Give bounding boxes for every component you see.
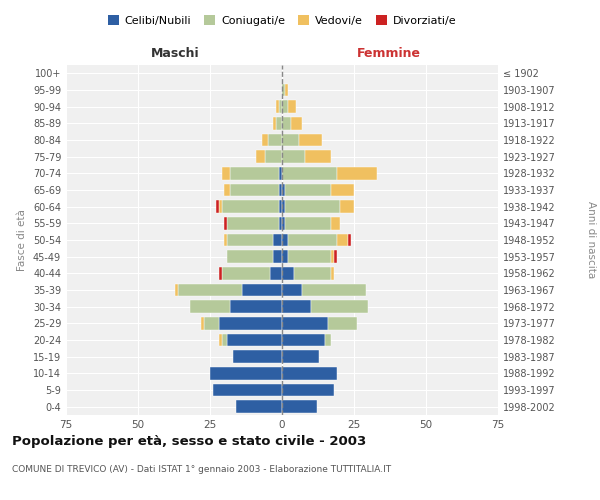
- Bar: [276, 117, 282, 130]
- Text: Anni di nascita: Anni di nascita: [586, 202, 596, 278]
- Bar: [221, 267, 271, 280]
- Bar: [279, 184, 282, 196]
- Bar: [230, 300, 282, 313]
- Bar: [279, 200, 282, 213]
- Bar: [348, 234, 351, 246]
- Bar: [288, 234, 337, 246]
- Bar: [282, 317, 328, 330]
- Bar: [282, 167, 337, 179]
- Bar: [230, 184, 279, 196]
- Bar: [202, 317, 204, 330]
- Bar: [178, 284, 242, 296]
- Bar: [311, 300, 368, 313]
- Bar: [285, 84, 288, 96]
- Bar: [276, 100, 279, 113]
- Bar: [282, 100, 288, 113]
- Bar: [268, 134, 282, 146]
- Bar: [331, 250, 334, 263]
- Bar: [210, 367, 282, 380]
- Bar: [175, 284, 178, 296]
- Bar: [334, 250, 337, 263]
- Bar: [282, 334, 325, 346]
- Bar: [274, 117, 276, 130]
- Bar: [274, 250, 282, 263]
- Bar: [340, 200, 354, 213]
- Bar: [227, 217, 279, 230]
- Bar: [236, 400, 282, 413]
- Bar: [282, 150, 305, 163]
- Bar: [282, 200, 285, 213]
- Bar: [230, 167, 279, 179]
- Bar: [204, 317, 218, 330]
- Bar: [282, 300, 311, 313]
- Text: Popolazione per età, sesso e stato civile - 2003: Popolazione per età, sesso e stato civil…: [12, 435, 366, 448]
- Bar: [325, 334, 331, 346]
- Y-axis label: Fasce di età: Fasce di età: [17, 209, 27, 271]
- Bar: [331, 217, 340, 230]
- Bar: [262, 134, 268, 146]
- Bar: [224, 234, 227, 246]
- Bar: [282, 234, 288, 246]
- Bar: [282, 400, 317, 413]
- Bar: [282, 250, 288, 263]
- Bar: [279, 167, 282, 179]
- Bar: [282, 184, 285, 196]
- Bar: [282, 367, 337, 380]
- Bar: [271, 267, 282, 280]
- Bar: [282, 384, 334, 396]
- Bar: [218, 200, 221, 213]
- Bar: [213, 384, 282, 396]
- Bar: [302, 284, 365, 296]
- Bar: [290, 117, 302, 130]
- Bar: [224, 217, 227, 230]
- Bar: [227, 234, 274, 246]
- Bar: [293, 267, 331, 280]
- Bar: [279, 100, 282, 113]
- Bar: [282, 84, 285, 96]
- Bar: [282, 267, 293, 280]
- Text: Maschi: Maschi: [151, 47, 200, 60]
- Bar: [337, 167, 377, 179]
- Bar: [282, 350, 319, 363]
- Bar: [282, 117, 290, 130]
- Bar: [221, 334, 227, 346]
- Bar: [331, 184, 354, 196]
- Bar: [265, 150, 282, 163]
- Bar: [337, 234, 348, 246]
- Bar: [285, 184, 331, 196]
- Bar: [218, 267, 221, 280]
- Bar: [285, 200, 340, 213]
- Bar: [242, 284, 282, 296]
- Bar: [305, 150, 331, 163]
- Bar: [331, 267, 334, 280]
- Bar: [227, 334, 282, 346]
- Bar: [299, 134, 322, 146]
- Bar: [328, 317, 357, 330]
- Bar: [233, 350, 282, 363]
- Bar: [227, 250, 274, 263]
- Bar: [224, 184, 230, 196]
- Bar: [282, 217, 285, 230]
- Bar: [216, 200, 218, 213]
- Bar: [279, 217, 282, 230]
- Bar: [218, 334, 221, 346]
- Bar: [282, 284, 302, 296]
- Text: COMUNE DI TREVICO (AV) - Dati ISTAT 1° gennaio 2003 - Elaborazione TUTTITALIA.IT: COMUNE DI TREVICO (AV) - Dati ISTAT 1° g…: [12, 465, 391, 474]
- Bar: [221, 167, 230, 179]
- Bar: [221, 200, 279, 213]
- Bar: [285, 217, 331, 230]
- Bar: [256, 150, 265, 163]
- Bar: [190, 300, 230, 313]
- Bar: [274, 234, 282, 246]
- Bar: [288, 100, 296, 113]
- Bar: [282, 134, 299, 146]
- Legend: Celibi/Nubili, Coniugati/e, Vedovi/e, Divorziati/e: Celibi/Nubili, Coniugati/e, Vedovi/e, Di…: [103, 10, 461, 30]
- Bar: [218, 317, 282, 330]
- Text: Femmine: Femmine: [356, 47, 421, 60]
- Bar: [288, 250, 331, 263]
